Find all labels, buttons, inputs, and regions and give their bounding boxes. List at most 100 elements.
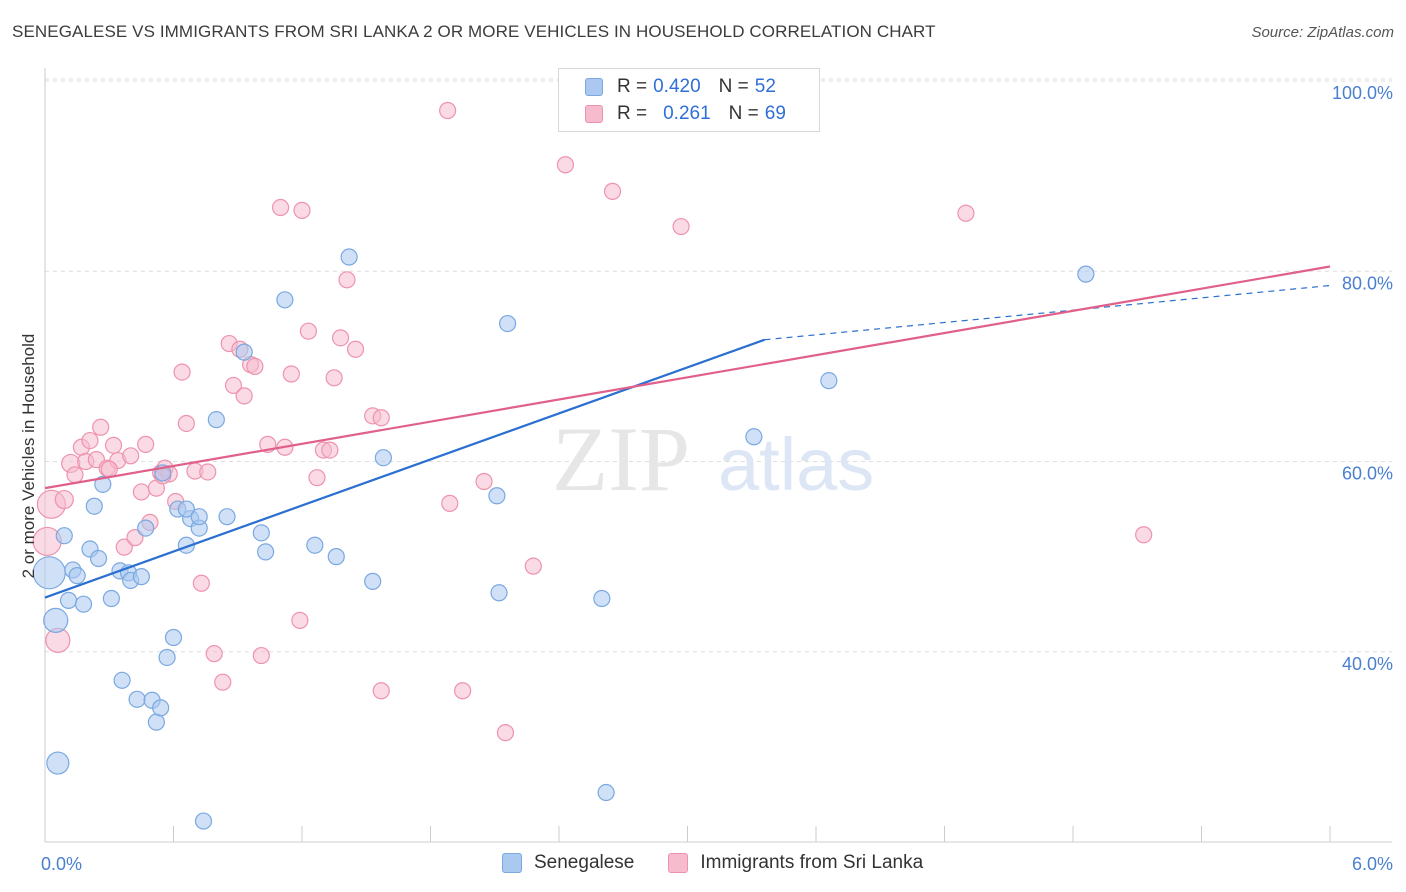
senegalese-point	[46, 751, 70, 775]
chart-source: Source: ZipAtlas.com	[1251, 24, 1394, 41]
sri-lanka-point	[556, 156, 575, 174]
sri-lanka-point	[308, 469, 326, 487]
senegalese-point	[190, 508, 208, 526]
senegalese-point	[113, 671, 131, 689]
legend-r-label: R =	[617, 76, 648, 97]
sri-lanka-point	[132, 483, 150, 501]
sri-lanka-point	[224, 376, 243, 395]
senegalese-point	[94, 475, 112, 493]
y-tick-label: 40.0%	[1342, 654, 1393, 674]
sri-lanka-trend-line	[44, 265, 1331, 490]
senegalese-point	[132, 568, 150, 586]
bottom-legend-swatch-blue	[502, 853, 522, 873]
senegalese-trend-extension	[764, 284, 1331, 341]
sri-lanka-point	[115, 538, 133, 556]
senegalese-point	[276, 291, 294, 309]
sri-lanka-point	[66, 466, 84, 484]
bottom-legend-label-sri-lanka: Immigrants from Sri Lanka	[700, 852, 924, 873]
sri-lanka-point	[603, 182, 622, 200]
legend-r-value: 0.261	[663, 103, 711, 124]
sri-lanka-point	[137, 435, 155, 453]
senegalese-point	[158, 648, 176, 667]
legend-row-senegalese: R = 0.420 N = 52	[585, 74, 776, 100]
senegalese-point	[55, 527, 73, 545]
senegalese-point	[137, 519, 155, 537]
x-tick-label: 6.0%	[1352, 854, 1393, 874]
senegalese-point	[164, 628, 183, 647]
watermark: ZIP atlas	[552, 408, 874, 510]
sri-lanka-point	[321, 441, 339, 459]
sri-lanka-point	[372, 409, 390, 427]
senegalese-point	[218, 508, 236, 526]
sri-lanka-point	[199, 463, 217, 481]
watermark-atlas: atlas	[718, 423, 874, 506]
sri-lanka-point	[441, 494, 459, 512]
sri-lanka-point	[104, 436, 123, 454]
sri-lanka-point	[246, 357, 264, 375]
series-senegalese-points	[32, 248, 1095, 830]
senegalese-point	[820, 372, 838, 390]
sri-lanka-point	[325, 369, 343, 387]
senegalese-point	[306, 536, 324, 554]
sri-lanka-point	[92, 418, 110, 436]
bottom-legend-senegalese: Senegalese	[502, 852, 634, 874]
senegalese-point	[177, 500, 195, 518]
senegalese-point	[490, 584, 508, 602]
sri-lanka-point	[54, 489, 74, 510]
axes	[44, 68, 1392, 843]
senegalese-point	[1077, 265, 1095, 283]
y-tick-label: 100.0%	[1332, 83, 1393, 103]
sri-lanka-point	[173, 363, 191, 381]
senegalese-point	[256, 543, 275, 561]
senegalese-point	[59, 591, 78, 609]
sri-lanka-point	[122, 447, 140, 465]
x-tick-label: 0.0%	[41, 854, 82, 874]
senegalese-point	[152, 699, 170, 717]
legend-n-label: N =	[728, 103, 759, 124]
senegalese-point	[128, 690, 146, 708]
sri-lanka-point	[672, 217, 690, 236]
senegalese-point	[85, 497, 103, 515]
sri-lanka-point	[475, 472, 493, 491]
sri-lanka-point	[293, 201, 311, 219]
senegalese-point	[593, 589, 611, 608]
senegalese-point	[32, 556, 66, 590]
sri-lanka-point	[282, 365, 300, 383]
senegalese-trend-line	[44, 338, 765, 599]
legend-n-value: 52	[754, 76, 776, 97]
sri-lanka-point	[496, 724, 515, 742]
sri-lanka-point	[100, 460, 118, 478]
sri-lanka-point	[214, 673, 232, 691]
sri-lanka-point	[126, 529, 144, 547]
x-tick-labels: 0.0% 6.0%	[41, 854, 1393, 874]
bottom-legend-label-senegalese: Senegalese	[534, 852, 635, 873]
senegalese-point	[745, 428, 763, 446]
senegalese-point	[207, 411, 225, 429]
sri-lanka-point	[291, 611, 309, 629]
legend-swatch-blue	[585, 78, 603, 96]
senegalese-point	[147, 713, 165, 731]
legend-r-value: 0.420	[653, 76, 701, 97]
sri-lanka-point	[252, 646, 270, 665]
bottom-legend-swatch-pink	[668, 853, 689, 873]
watermark-zip: ZIP	[552, 408, 690, 510]
senegalese-point	[74, 595, 93, 613]
sri-lanka-point	[192, 574, 210, 592]
senegalese-point	[89, 549, 108, 568]
y-axis-label: 2 or more Vehicles in Household	[19, 334, 38, 579]
bottom-legend: Senegalese Immigrants from Sri Lanka	[502, 852, 957, 874]
senegalese-point	[43, 607, 69, 633]
senegalese-point	[499, 314, 517, 333]
sri-lanka-point	[235, 387, 253, 405]
senegalese-point	[235, 343, 253, 361]
senegalese-point	[364, 572, 382, 590]
sri-lanka-point	[346, 340, 365, 358]
legend-r-label: R =	[617, 103, 648, 124]
senegalese-point	[68, 567, 86, 585]
sri-lanka-point	[331, 329, 350, 347]
sri-lanka-point	[957, 204, 975, 222]
senegalese-point	[374, 449, 392, 467]
sri-lanka-point	[205, 645, 223, 663]
senegalese-point	[102, 589, 120, 608]
